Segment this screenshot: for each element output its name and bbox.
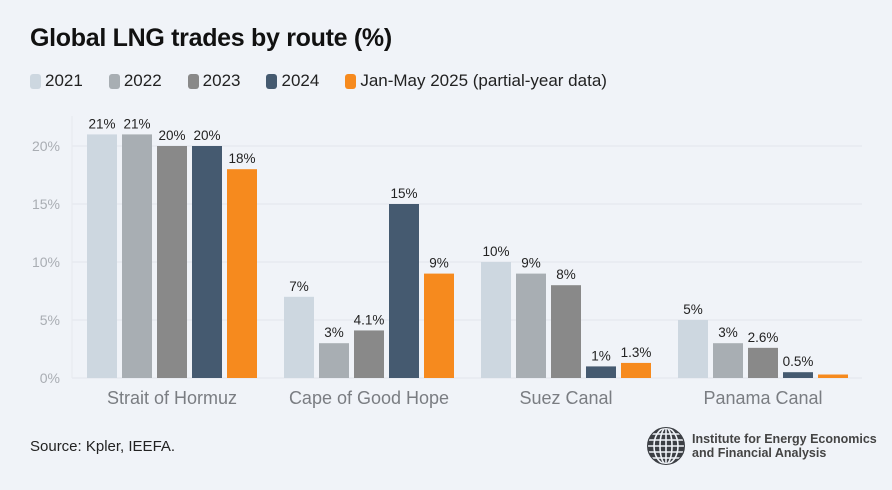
value-label: 3%: [324, 325, 344, 340]
bar: [319, 343, 349, 378]
y-tick-label: 5%: [40, 312, 60, 328]
x-axis-labels: Strait of Hormuz Cape of Good Hope Suez Ca…: [107, 388, 823, 408]
legend-item-2023: 2023: [187, 71, 241, 91]
value-label: 9%: [429, 256, 449, 271]
bar: [192, 146, 222, 378]
legend-item-2022: 2022: [108, 71, 162, 91]
globe-icon: [647, 427, 685, 465]
legend-swatch: [266, 73, 278, 89]
bar: [354, 330, 384, 378]
bar: [389, 204, 419, 378]
logo-line-1: Institute for Energy Economics: [692, 432, 877, 446]
x-category-label: Panama Canal: [703, 388, 822, 408]
value-label: 18%: [228, 151, 255, 166]
legend-item-2025: Jan-May 2025 (partial-year data): [345, 71, 607, 91]
value-label: 7%: [289, 279, 309, 294]
y-tick-label: 15%: [32, 196, 60, 212]
x-category-label: Suez Canal: [519, 388, 612, 408]
legend-label: 2022: [123, 71, 162, 90]
bar: [481, 262, 511, 378]
gridlines: [71, 116, 862, 379]
y-axis-ticks: 0% 5% 10% 15% 20%: [32, 138, 60, 386]
bar: [621, 362, 651, 378]
bar: [516, 273, 546, 378]
y-tick-label: 20%: [32, 138, 60, 154]
legend-item-2024: 2024: [266, 71, 319, 91]
bars: [87, 134, 848, 378]
y-tick-label: 0%: [40, 370, 60, 386]
value-label: 3%: [718, 325, 738, 340]
value-label: 20%: [193, 128, 220, 143]
legend-swatch: [30, 73, 41, 89]
ieefa-logo: Institute for Energy Economics and Finan…: [646, 426, 877, 466]
bar: [157, 146, 187, 378]
value-label: 5%: [683, 302, 703, 317]
value-label: 2.6%: [748, 330, 779, 345]
bar: [586, 366, 616, 378]
value-label: 1%: [591, 348, 611, 363]
legend-label: 2024: [281, 71, 320, 90]
x-category-label: Cape of Good Hope: [289, 388, 449, 408]
value-labels: 21% 21% 20% 20% 18% 7% 3% 4.1% 15% 9% 10% 9% 8% 1% 1.3…: [88, 116, 813, 369]
legend: 2021 2022 2023 2024 Jan-May 2025 (partia…: [30, 71, 633, 91]
legend-swatch: [108, 73, 120, 89]
bar: [87, 134, 117, 378]
value-label: 10%: [482, 244, 509, 259]
bar: [122, 134, 152, 378]
bar: [713, 343, 743, 378]
y-tick-label: 10%: [32, 254, 60, 270]
bar: [551, 285, 581, 378]
bar: [227, 169, 257, 378]
source-note: Source: Kpler, IEEFA.: [30, 438, 176, 455]
value-label: 21%: [123, 116, 150, 131]
legend-swatch: [345, 73, 357, 89]
value-label: 1.3%: [621, 345, 652, 360]
value-label: 15%: [390, 186, 417, 201]
value-label: 9%: [521, 256, 541, 271]
value-label: 8%: [556, 267, 576, 282]
legend-swatch: [187, 73, 199, 89]
bar: [818, 374, 848, 378]
x-category-label: Strait of Hormuz: [107, 388, 237, 408]
chart-title: Global LNG trades by route (%): [30, 24, 392, 52]
legend-label: 2021: [45, 71, 83, 90]
value-label: 20%: [158, 128, 185, 143]
bar: [748, 347, 778, 378]
bar: [783, 372, 813, 378]
legend-label: Jan-May 2025 (partial-year data): [360, 71, 607, 90]
logo-text: Institute for Energy Economics and Finan…: [692, 432, 877, 460]
value-label: 21%: [88, 116, 115, 131]
value-label: 0.5%: [783, 354, 814, 369]
legend-label: 2023: [202, 71, 241, 90]
bar: [678, 320, 708, 378]
bar: [424, 273, 454, 378]
bar: [284, 296, 314, 378]
legend-item-2021: 2021: [30, 71, 83, 91]
logo-line-2: and Financial Analysis: [692, 446, 827, 460]
value-label: 4.1%: [354, 312, 385, 327]
